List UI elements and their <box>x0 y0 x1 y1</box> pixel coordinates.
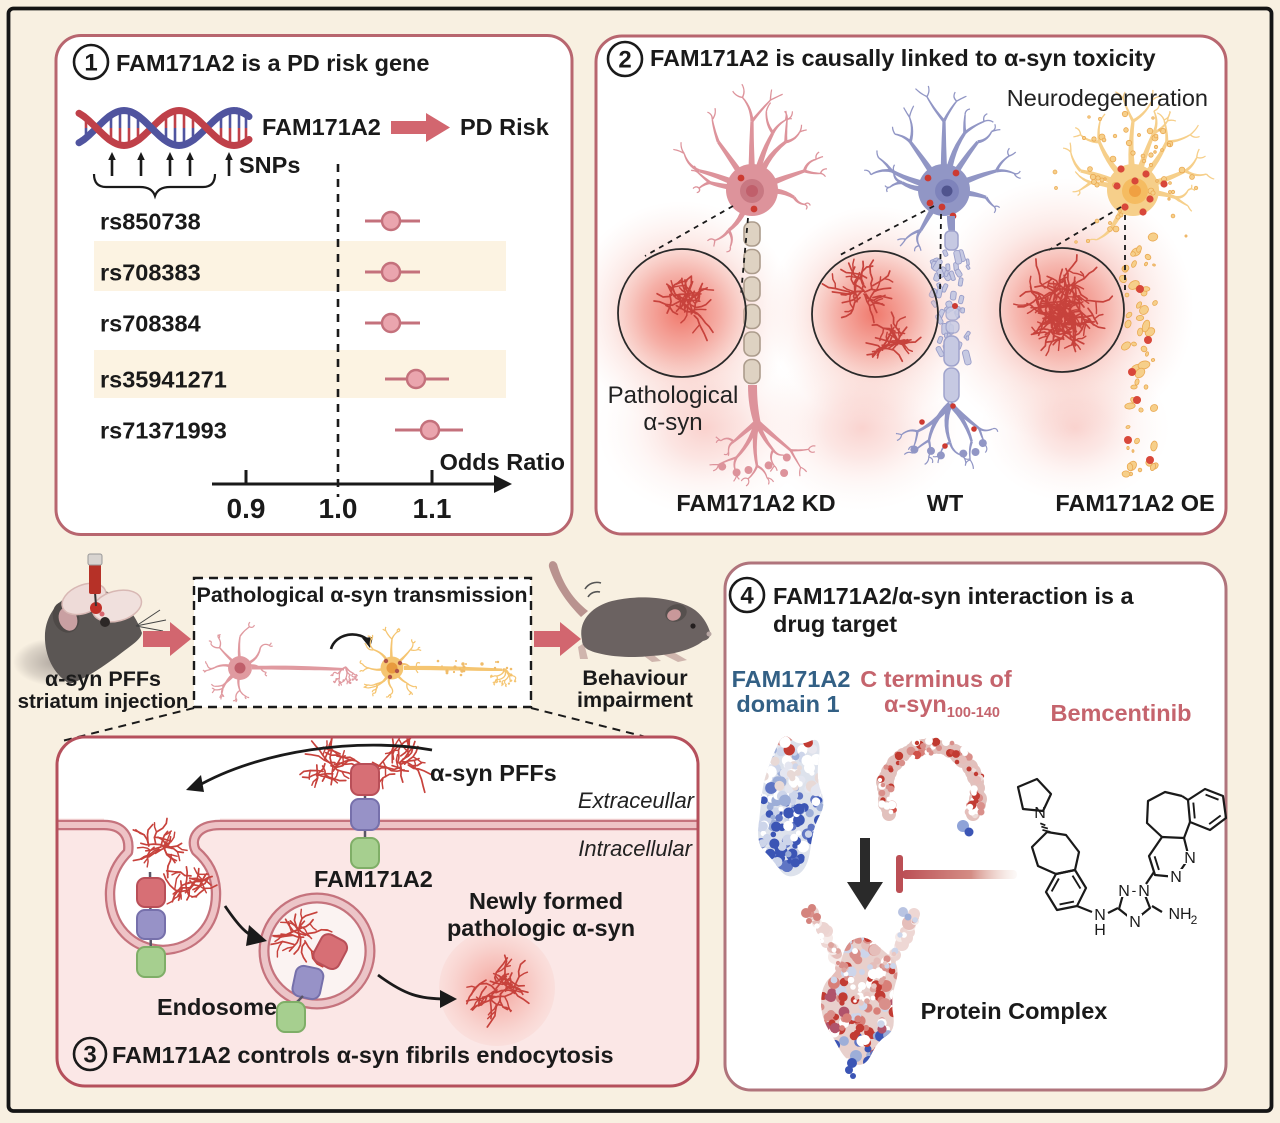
svg-text:Newly formed: Newly formed <box>469 888 623 914</box>
svg-text:rs708384: rs708384 <box>100 311 201 337</box>
svg-text:N: N <box>1184 850 1196 867</box>
svg-text:pathologic α-syn: pathologic α-syn <box>447 915 635 941</box>
svg-text:2: 2 <box>1191 913 1198 927</box>
svg-text:rs71371993: rs71371993 <box>100 418 227 444</box>
svg-text:α-syn PFFs: α-syn PFFs <box>430 760 557 786</box>
svg-text:α-syn: α-syn <box>643 409 702 436</box>
svg-text:Odds Ratio: Odds Ratio <box>440 449 565 475</box>
svg-text:Extraceullar: Extraceullar <box>578 788 696 813</box>
svg-text:H: H <box>1094 922 1106 939</box>
svg-text:FAM171A2: FAM171A2 <box>732 666 851 692</box>
svg-text:α-syn PFFs: α-syn PFFs <box>45 667 161 691</box>
svg-text:PD Risk: PD Risk <box>460 114 550 140</box>
svg-text:NH: NH <box>1168 906 1191 923</box>
svg-text:rs708383: rs708383 <box>100 260 201 286</box>
svg-text:Endosome: Endosome <box>157 994 277 1020</box>
svg-text:N: N <box>1094 907 1106 924</box>
svg-text:1.0: 1.0 <box>319 493 358 524</box>
svg-text:-: - <box>1132 882 1137 898</box>
svg-text:SNPs: SNPs <box>239 152 300 178</box>
svg-text:Behaviour: Behaviour <box>582 666 688 690</box>
svg-text:FAM171A2: FAM171A2 <box>314 866 433 892</box>
svg-text:N: N <box>1034 805 1046 822</box>
svg-text:0.9: 0.9 <box>227 493 266 524</box>
svg-text:FAM171A2 is a PD risk gene: FAM171A2 is a PD risk gene <box>116 50 429 76</box>
svg-text:WT: WT <box>927 490 964 516</box>
svg-text:4: 4 <box>740 583 754 610</box>
svg-text:1.1: 1.1 <box>413 493 452 524</box>
svg-text:FAM171A2: FAM171A2 <box>262 114 381 140</box>
svg-text:domain 1: domain 1 <box>736 691 839 717</box>
svg-text:Intracellular: Intracellular <box>578 836 693 861</box>
svg-text:Pathological: Pathological <box>608 382 739 409</box>
svg-text:drug target: drug target <box>773 611 897 637</box>
svg-text:impairment: impairment <box>577 688 693 712</box>
svg-text:FAM171A2 KD: FAM171A2 KD <box>676 490 835 516</box>
svg-text:Protein Complex: Protein Complex <box>921 998 1108 1024</box>
svg-text:rs35941271: rs35941271 <box>100 367 227 393</box>
svg-text:3: 3 <box>83 1042 96 1069</box>
svg-text:1: 1 <box>84 50 97 77</box>
svg-text:FAM171A2/α-syn interaction is: FAM171A2/α-syn interaction is a <box>773 583 1134 609</box>
svg-text:2: 2 <box>618 47 631 74</box>
svg-text:FAM171A2 controls α-syn fibril: FAM171A2 controls α-syn fibrils endocyto… <box>112 1042 614 1068</box>
svg-text:FAM171A2 is causally linked to: FAM171A2 is causally linked to α-syn tox… <box>650 45 1156 71</box>
svg-text:N: N <box>1138 883 1150 900</box>
svg-text:N: N <box>1129 914 1141 931</box>
svg-text:rs850738: rs850738 <box>100 209 201 235</box>
svg-text:FAM171A2 OE: FAM171A2 OE <box>1055 490 1214 516</box>
svg-text:N: N <box>1170 869 1182 886</box>
svg-text:Neurodegeneration: Neurodegeneration <box>1007 85 1208 111</box>
svg-text:Pathological α-syn transmissio: Pathological α-syn transmission <box>196 583 527 607</box>
svg-text:Bemcentinib: Bemcentinib <box>1050 700 1191 726</box>
svg-text:N: N <box>1118 883 1130 900</box>
svg-text:striatum injection: striatum injection <box>18 690 189 713</box>
svg-text:C terminus of: C terminus of <box>860 666 1012 692</box>
